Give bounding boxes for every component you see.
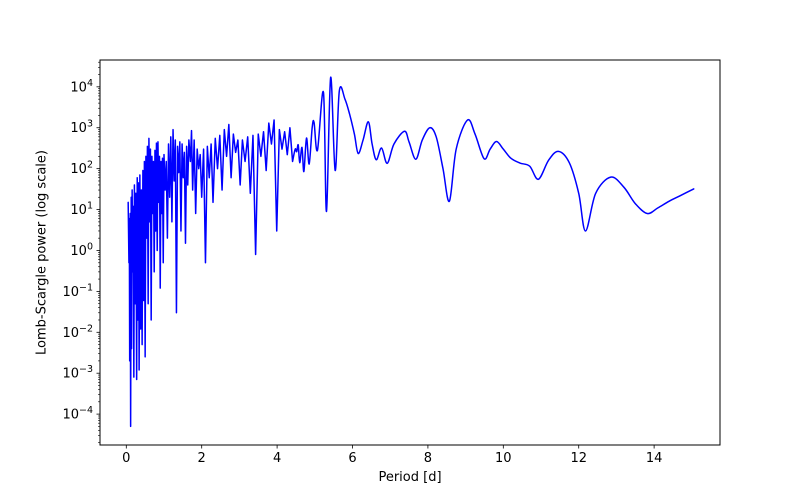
plot-border [99, 59, 721, 446]
y-tick-label: 10−2 [62, 323, 93, 341]
y-tick-label: 103 [70, 119, 93, 137]
x-axis-label: Period [d] [378, 470, 441, 485]
x-tick-label: 0 [122, 451, 130, 466]
x-tick-label: 6 [348, 451, 356, 466]
x-tick-label: 10 [495, 451, 512, 466]
y-axis-label: Lomb-Scargle power (log scale) [35, 150, 50, 355]
y-tick-label: 10−3 [62, 364, 93, 382]
x-tick-label: 2 [198, 451, 206, 466]
y-tick-label: 10−4 [62, 405, 93, 423]
periodogram-line [127, 76, 695, 428]
y-tick-label: 102 [70, 160, 93, 178]
axis-major-ticks [96, 86, 655, 449]
series-group [127, 76, 695, 428]
y-tick-label: 100 [70, 241, 93, 259]
y-tick-label: 101 [70, 201, 93, 219]
x-tick-label: 4 [273, 451, 281, 466]
x-tick-label: 14 [646, 451, 663, 466]
x-tick-label: 8 [424, 451, 432, 466]
y-tick-label: 104 [70, 78, 93, 96]
x-tick-label: 12 [570, 451, 587, 466]
axis-tick-labels: 0 2 4 6 8 10 12 14 104 103 102 101 100 10−1 10−2 10−3 10… [62, 78, 662, 466]
y-tick-label: 10−1 [62, 282, 93, 300]
